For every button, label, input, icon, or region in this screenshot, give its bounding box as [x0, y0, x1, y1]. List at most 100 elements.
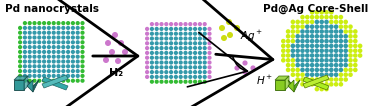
Circle shape [23, 59, 27, 64]
Circle shape [81, 31, 85, 35]
Circle shape [174, 46, 178, 50]
Circle shape [208, 36, 212, 41]
Circle shape [300, 20, 305, 24]
Text: Pd nanocrystals: Pd nanocrystals [5, 4, 99, 14]
Circle shape [343, 68, 348, 72]
Circle shape [314, 77, 319, 82]
Circle shape [164, 36, 169, 41]
Circle shape [47, 79, 51, 83]
Circle shape [319, 82, 324, 87]
Circle shape [188, 70, 192, 74]
Circle shape [339, 24, 343, 29]
Circle shape [18, 45, 22, 49]
Circle shape [295, 58, 300, 63]
Circle shape [33, 74, 37, 78]
Circle shape [66, 79, 70, 83]
Circle shape [164, 70, 169, 74]
Circle shape [42, 45, 46, 49]
Circle shape [81, 45, 85, 49]
Circle shape [339, 63, 343, 67]
Circle shape [183, 75, 187, 79]
Circle shape [66, 74, 70, 78]
Circle shape [61, 64, 65, 68]
Circle shape [81, 50, 85, 54]
Circle shape [28, 45, 32, 49]
Circle shape [81, 55, 85, 59]
Circle shape [286, 58, 290, 63]
Circle shape [145, 70, 149, 74]
Circle shape [300, 72, 305, 77]
Circle shape [145, 65, 149, 69]
Circle shape [81, 26, 85, 30]
Circle shape [324, 39, 329, 43]
Circle shape [42, 26, 46, 30]
Circle shape [334, 63, 338, 67]
Circle shape [178, 75, 183, 79]
Circle shape [305, 44, 310, 48]
Circle shape [28, 59, 32, 64]
Circle shape [314, 44, 319, 48]
Circle shape [18, 40, 22, 44]
Circle shape [37, 59, 42, 64]
Circle shape [219, 25, 225, 31]
Circle shape [150, 46, 154, 50]
Circle shape [145, 75, 149, 79]
Circle shape [178, 65, 183, 69]
Circle shape [324, 24, 329, 29]
Circle shape [198, 56, 202, 60]
Circle shape [314, 24, 319, 29]
Circle shape [150, 65, 154, 69]
Circle shape [334, 82, 338, 87]
Circle shape [188, 22, 192, 26]
Circle shape [160, 46, 164, 50]
Circle shape [183, 51, 187, 55]
Circle shape [18, 35, 22, 40]
Circle shape [339, 68, 343, 72]
Polygon shape [42, 77, 68, 90]
Circle shape [198, 65, 202, 69]
Circle shape [33, 50, 37, 54]
Circle shape [314, 15, 319, 19]
Circle shape [314, 82, 319, 87]
Circle shape [358, 44, 363, 48]
Circle shape [348, 24, 353, 29]
Circle shape [47, 55, 51, 59]
Circle shape [47, 50, 51, 54]
Circle shape [56, 45, 60, 49]
Circle shape [174, 36, 178, 41]
Circle shape [52, 31, 56, 35]
Circle shape [208, 75, 212, 79]
Circle shape [42, 59, 46, 64]
Circle shape [33, 26, 37, 30]
Circle shape [305, 39, 310, 43]
Circle shape [198, 22, 202, 26]
Circle shape [193, 46, 197, 50]
Circle shape [281, 39, 286, 43]
Circle shape [155, 46, 159, 50]
Circle shape [42, 40, 46, 44]
Circle shape [18, 69, 22, 73]
Circle shape [71, 64, 75, 68]
Circle shape [300, 77, 305, 82]
Circle shape [23, 31, 27, 35]
Circle shape [310, 72, 314, 77]
Circle shape [314, 53, 319, 58]
Circle shape [295, 44, 300, 48]
Circle shape [56, 50, 60, 54]
Circle shape [343, 39, 348, 43]
Circle shape [188, 36, 192, 41]
Circle shape [118, 40, 124, 46]
Circle shape [203, 80, 207, 84]
Circle shape [348, 68, 353, 72]
Circle shape [193, 27, 197, 31]
Circle shape [329, 48, 334, 53]
Text: Ag$^+$: Ag$^+$ [240, 28, 263, 44]
Circle shape [169, 60, 173, 65]
Circle shape [160, 56, 164, 60]
Circle shape [203, 41, 207, 45]
Circle shape [164, 60, 169, 65]
Circle shape [160, 70, 164, 74]
Circle shape [334, 44, 338, 48]
Circle shape [319, 58, 324, 63]
Circle shape [23, 50, 27, 54]
